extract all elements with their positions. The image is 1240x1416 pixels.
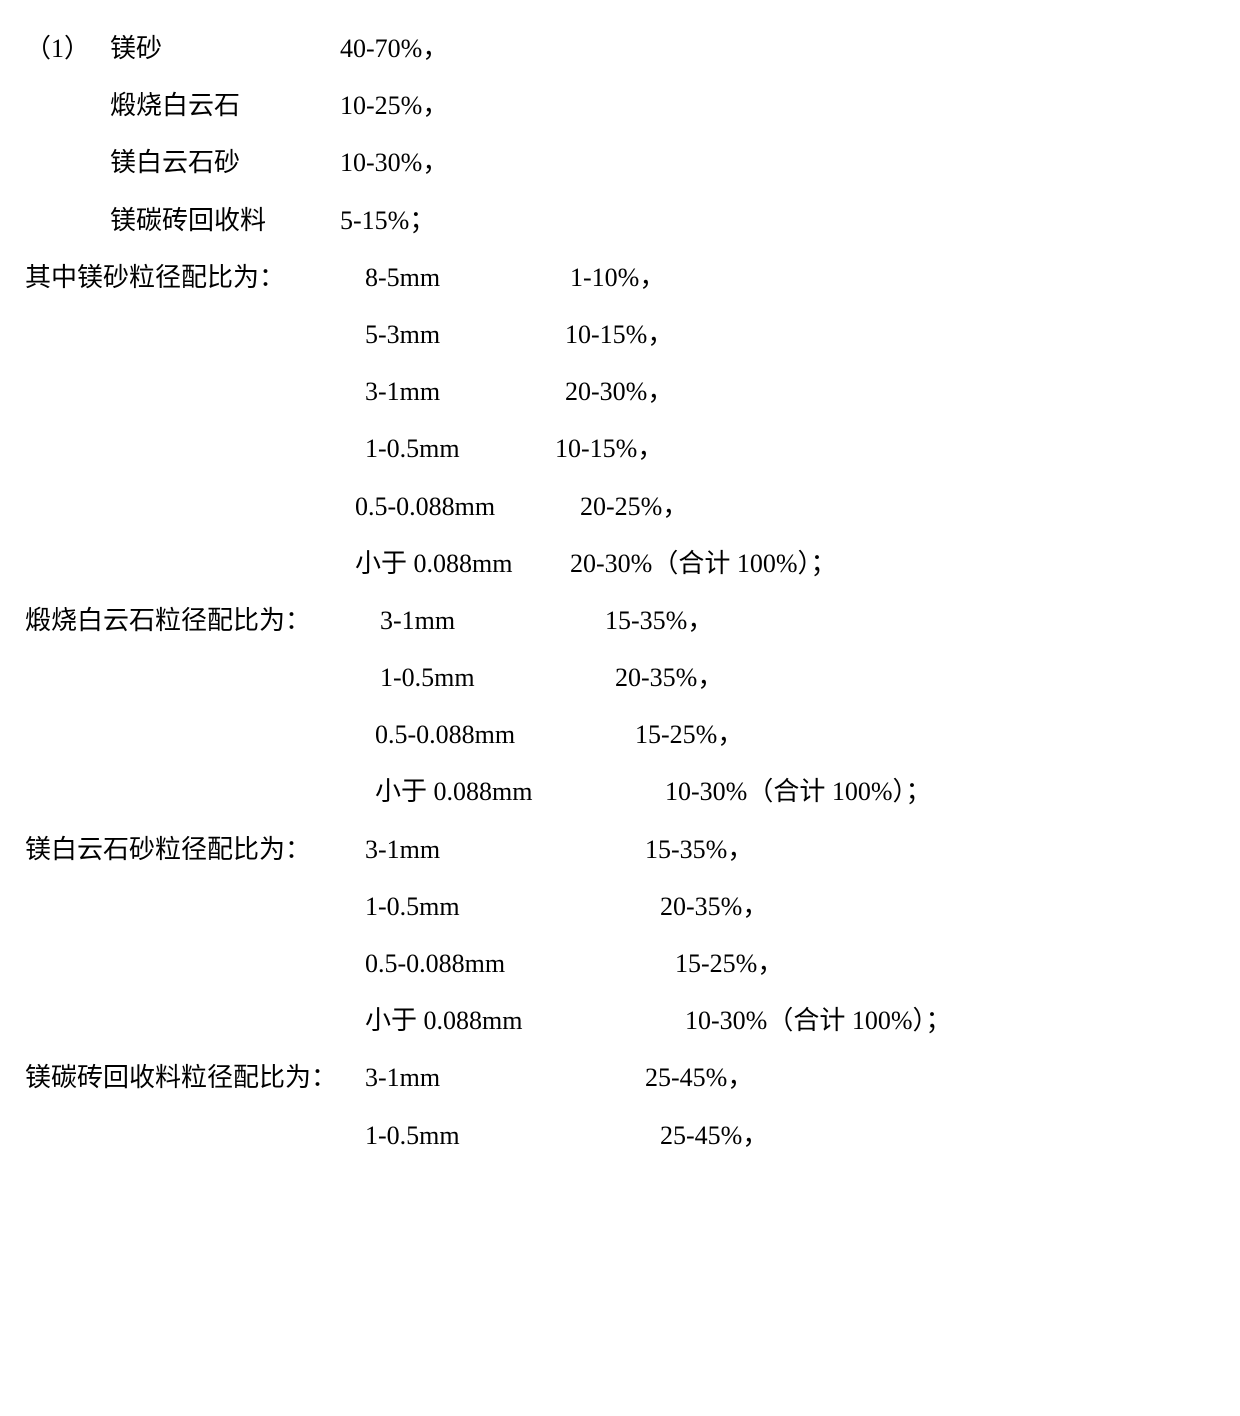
material-pct: 40-70%，	[340, 20, 448, 77]
size-row: 1-0.5mm 25-45%，	[25, 1107, 1215, 1164]
size-row: 0.5-0.088mm 15-25%，	[25, 935, 1215, 992]
size-value: 0.5-0.088mm	[365, 935, 675, 992]
indent	[25, 77, 110, 134]
numbering: （1）	[25, 20, 110, 77]
pct-value: 15-35%，	[605, 592, 713, 649]
size-value: 3-1mm	[380, 592, 605, 649]
material-name: 镁白云石砂	[110, 134, 340, 191]
pct-value: 10-30%	[685, 992, 767, 1049]
pct-value: 20-30%	[570, 535, 652, 592]
section-row: 煅烧白云石粒径配比为： 3-1mm 15-35%，	[25, 592, 1215, 649]
indent	[25, 535, 355, 592]
indent	[25, 134, 110, 191]
size-value: 3-1mm	[365, 821, 645, 878]
indent	[25, 1107, 365, 1164]
pct-value: 10-30%	[665, 763, 747, 820]
size-row: 3-1mm 20-30%，	[25, 363, 1215, 420]
pct-value: 20-35%，	[660, 878, 768, 935]
size-value: 1-0.5mm	[365, 420, 555, 477]
size-row: 5-3mm 10-15%，	[25, 306, 1215, 363]
pct-value: 1-10%，	[570, 249, 665, 306]
indent	[25, 192, 110, 249]
section-label: 镁碳砖回收料粒径配比为：	[25, 1049, 365, 1106]
size-value: 小于 0.088mm	[365, 992, 685, 1049]
size-row: 1-0.5mm 10-15%，	[25, 420, 1215, 477]
size-value: 5-3mm	[365, 306, 565, 363]
material-name: 镁碳砖回收料	[110, 192, 340, 249]
material-pct: 10-30%，	[340, 134, 448, 191]
pct-value: 20-30%，	[565, 363, 673, 420]
indent	[25, 992, 365, 1049]
section-row: 镁碳砖回收料粒径配比为： 3-1mm 25-45%，	[25, 1049, 1215, 1106]
indent	[25, 478, 355, 535]
indent	[25, 763, 375, 820]
material-pct: 10-25%，	[340, 77, 448, 134]
indent	[25, 706, 375, 763]
total-note: （合计 100%）；	[652, 535, 836, 592]
pct-value: 20-25%，	[580, 478, 688, 535]
size-row: 小于 0.088mm 10-30% （合计 100%）；	[25, 992, 1215, 1049]
size-row: 0.5-0.088mm 20-25%，	[25, 478, 1215, 535]
pct-value: 10-15%，	[565, 306, 673, 363]
pct-value: 15-25%，	[635, 706, 743, 763]
material-name: 镁砂	[110, 20, 340, 77]
size-value: 1-0.5mm	[365, 1107, 660, 1164]
size-value: 8-5mm	[365, 249, 565, 306]
indent	[25, 649, 380, 706]
indent	[25, 935, 365, 992]
material-row: 镁白云石砂 10-30%，	[25, 134, 1215, 191]
size-row: 小于 0.088mm 20-30% （合计 100%）；	[25, 535, 1215, 592]
section-row: 其中镁砂粒径配比为： 8-5mm 1-10%，	[25, 249, 1215, 306]
section-label: 其中镁砂粒径配比为：	[25, 249, 365, 306]
size-value: 3-1mm	[365, 1049, 645, 1106]
total-note: （合计 100%）；	[747, 763, 931, 820]
pct-value: 25-45%，	[645, 1049, 753, 1106]
size-value: 0.5-0.088mm	[375, 706, 635, 763]
size-row: 1-0.5mm 20-35%，	[25, 649, 1215, 706]
material-row: 煅烧白云石 10-25%，	[25, 77, 1215, 134]
section-label: 煅烧白云石粒径配比为：	[25, 592, 380, 649]
size-value: 1-0.5mm	[365, 878, 660, 935]
pct-value: 25-45%，	[660, 1107, 768, 1164]
pct-value: 15-25%，	[675, 935, 783, 992]
size-value: 小于 0.088mm	[375, 763, 665, 820]
material-row: 镁碳砖回收料 5-15%；	[25, 192, 1215, 249]
section-label: 镁白云石砂粒径配比为：	[25, 821, 365, 878]
size-value: 3-1mm	[365, 363, 565, 420]
indent	[25, 420, 365, 477]
size-row: 1-0.5mm 20-35%，	[25, 878, 1215, 935]
size-value: 0.5-0.088mm	[355, 478, 580, 535]
pct-value: 20-35%，	[615, 649, 723, 706]
material-pct: 5-15%；	[340, 192, 435, 249]
size-value: 小于 0.088mm	[355, 535, 570, 592]
size-value: 1-0.5mm	[380, 649, 615, 706]
indent	[25, 306, 365, 363]
material-name: 煅烧白云石	[110, 77, 340, 134]
indent	[25, 878, 365, 935]
size-row: 小于 0.088mm 10-30% （合计 100%）；	[25, 763, 1215, 820]
total-note: （合计 100%）；	[767, 992, 951, 1049]
pct-value: 15-35%，	[645, 821, 753, 878]
material-row: （1） 镁砂 40-70%，	[25, 20, 1215, 77]
section-row: 镁白云石砂粒径配比为： 3-1mm 15-35%，	[25, 821, 1215, 878]
size-row: 0.5-0.088mm 15-25%，	[25, 706, 1215, 763]
indent	[25, 363, 365, 420]
pct-value: 10-15%，	[555, 420, 663, 477]
